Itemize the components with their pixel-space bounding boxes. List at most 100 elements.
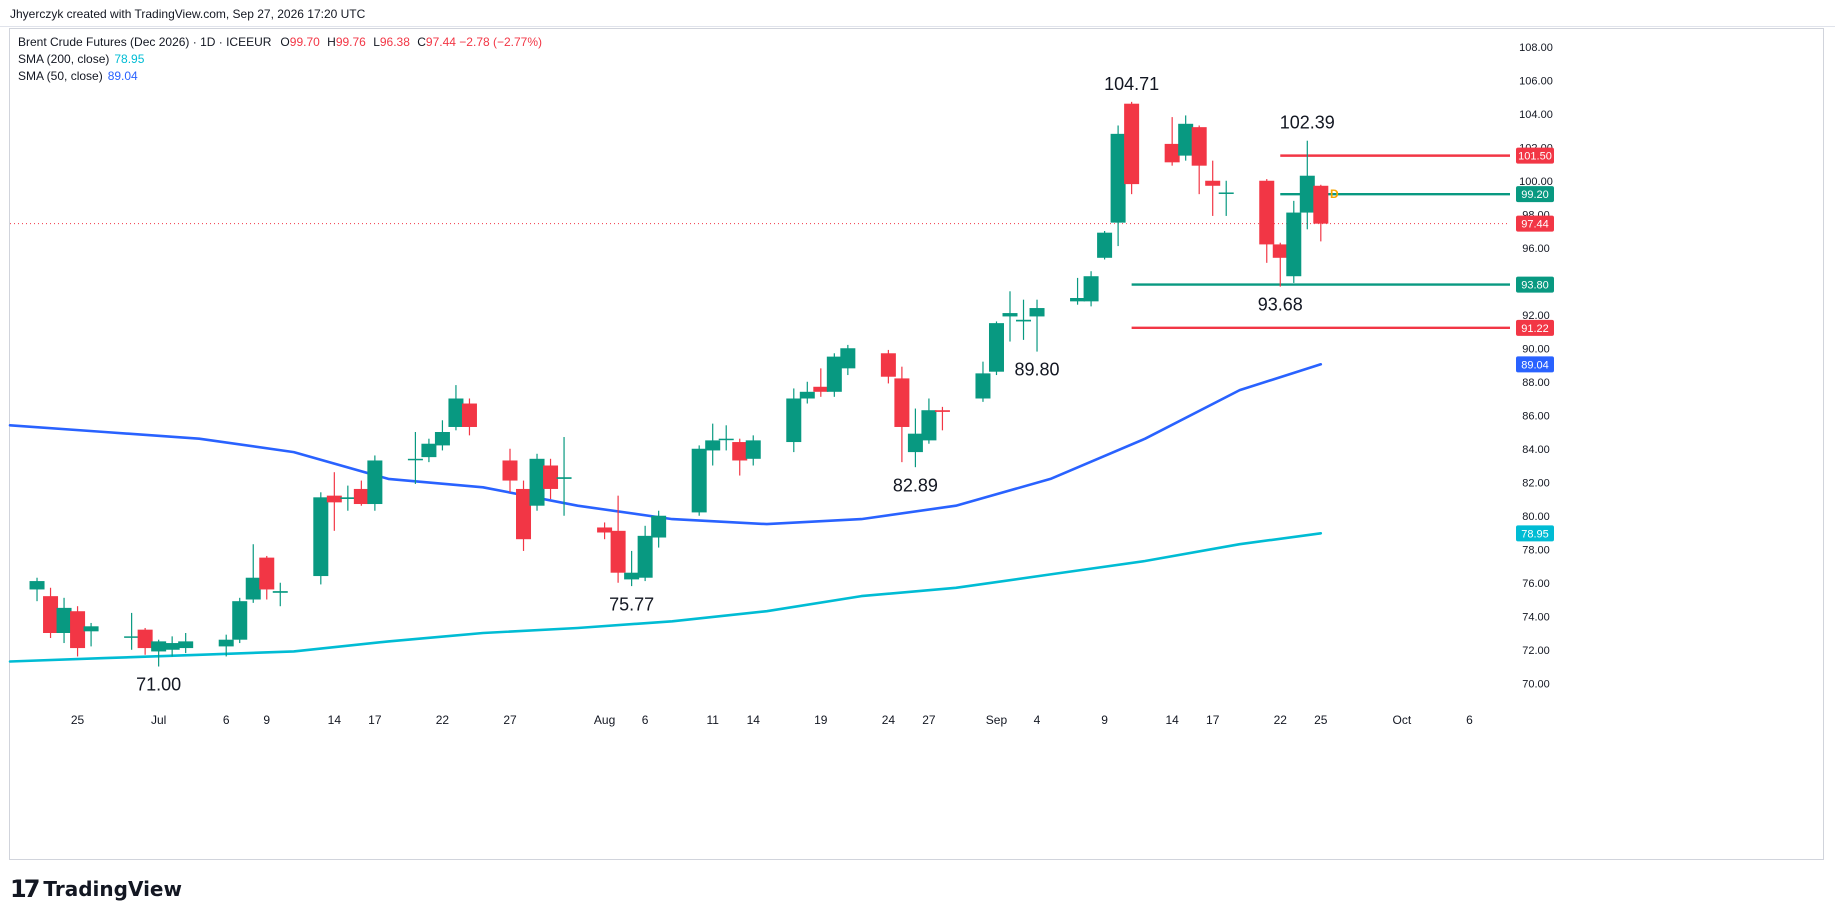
candle-body — [1218, 192, 1234, 194]
pivot-99-20-tag: 99.20 — [1516, 186, 1554, 203]
candle-body — [921, 410, 937, 441]
resistance-101-50-tag: 101.50 — [1516, 147, 1554, 164]
candle-body — [124, 636, 140, 638]
legend-change-value: −2.78 (−2.77%) — [459, 35, 543, 49]
candle — [56, 597, 72, 644]
candle — [624, 550, 640, 587]
legend-low-label: L — [373, 35, 380, 49]
support-93-80-tag-box — [1516, 276, 1554, 293]
candle-body — [1178, 123, 1194, 156]
legend-sma200-row[interactable]: SMA (200, close) 78.95 — [18, 51, 542, 68]
candle — [988, 321, 1004, 376]
candle — [83, 622, 99, 647]
legend-sma50-row[interactable]: SMA (50, close) 89.04 — [18, 68, 542, 85]
x-tick-label: 17 — [1206, 713, 1220, 727]
legend-symbol-row: Brent Crude Futures (Dec 2026) · 1D · IC… — [18, 34, 542, 51]
chart-frame[interactable] — [9, 28, 1824, 860]
sma200-tag: 78.95 — [1516, 525, 1554, 542]
candle — [461, 398, 477, 436]
candle-body — [597, 527, 613, 533]
candle-body — [826, 356, 842, 392]
legend-open-label: O — [280, 35, 290, 49]
y-tick-label: 76.00 — [1522, 578, 1550, 590]
candle-body — [56, 607, 72, 633]
candle — [556, 437, 572, 516]
x-tick-label: 14 — [328, 713, 342, 727]
x-tick-label: 22 — [436, 713, 450, 727]
support-91-22-tag: 91.22 — [1516, 319, 1554, 336]
candle — [1110, 125, 1126, 247]
y-tick-label: 106.00 — [1519, 75, 1553, 87]
candle — [421, 438, 437, 463]
candle-body — [164, 643, 180, 650]
candle-body — [313, 497, 329, 577]
support-93-80-tag: 93.80 — [1516, 276, 1554, 293]
candle — [313, 492, 329, 585]
y-tick-label: 96.00 — [1522, 243, 1550, 255]
candle-body — [691, 448, 707, 513]
candle-body — [1110, 133, 1126, 223]
candle — [326, 472, 342, 531]
candle — [637, 525, 653, 582]
x-tick-label: 25 — [1314, 713, 1328, 727]
candle — [340, 485, 356, 511]
candle-body — [178, 641, 194, 649]
axis-price-tags: 101.50 99.20 93.80 91.22 97.44 89.04 78.95 — [1516, 147, 1554, 542]
moving-averages — [8, 363, 1323, 663]
x-tick-label: 9 — [263, 713, 270, 727]
candle — [1272, 242, 1288, 287]
candle-body — [151, 641, 167, 652]
price-chart[interactable]: 25 Jul 6 9 14 17 22 27 Aug 6 11 14 19 24 27 Sep 4 9 14 17 22… — [0, 0, 1835, 860]
candle — [218, 634, 234, 657]
candle — [705, 423, 721, 466]
candle — [1218, 180, 1234, 216]
candle — [232, 597, 248, 644]
candle — [651, 510, 667, 548]
x-tick-label: 4 — [1034, 713, 1041, 727]
y-tick-label: 86.00 — [1522, 410, 1550, 422]
candle-body — [272, 591, 288, 593]
candle — [610, 495, 626, 583]
x-tick-label: Oct — [1393, 713, 1412, 727]
x-tick-label: 27 — [503, 713, 517, 727]
y-tick-label: 74.00 — [1522, 611, 1550, 623]
candle — [597, 522, 613, 540]
candle-body — [1259, 180, 1275, 245]
candle — [1164, 117, 1180, 166]
candle — [813, 368, 829, 397]
sma200-line — [8, 532, 1323, 663]
legend-symbol[interactable]: Brent Crude Futures (Dec 2026) · 1D · IC… — [18, 35, 272, 49]
sma50-tag-box — [1516, 356, 1554, 373]
legend-sma50-value: 89.04 — [107, 69, 138, 83]
candle-body — [1083, 276, 1099, 302]
candle-body — [840, 348, 856, 369]
candle — [43, 587, 59, 639]
candle-body — [340, 497, 356, 499]
candle-body — [407, 458, 423, 461]
candle-body — [1313, 185, 1329, 224]
candle — [124, 612, 140, 650]
candle-body — [651, 515, 667, 538]
legend-sma200-value: 78.95 — [114, 52, 145, 66]
x-tick-label: 24 — [882, 713, 896, 727]
x-tick-label: 14 — [1165, 713, 1179, 727]
candle-body — [218, 639, 234, 647]
candle — [732, 438, 748, 476]
tradingview-logo[interactable]: 17 TradingView — [10, 875, 182, 903]
candle-body — [556, 477, 572, 479]
candle-body — [502, 460, 518, 481]
legend-low-value: 96.38 — [379, 35, 410, 49]
y-tick-label: 70.00 — [1522, 678, 1550, 690]
pivot-99-20-tag-label: 99.20 — [1521, 189, 1549, 201]
candle — [907, 408, 923, 468]
candle — [353, 480, 369, 506]
dividend-marker: D — [1330, 187, 1339, 201]
candle — [245, 544, 261, 603]
candle-body — [232, 601, 248, 640]
x-tick-label: 19 — [814, 713, 828, 727]
candle — [434, 420, 450, 451]
candle — [880, 349, 896, 384]
candle — [691, 445, 707, 516]
candle — [1313, 184, 1329, 242]
low-label-93-68: 93.68 — [1258, 295, 1303, 315]
